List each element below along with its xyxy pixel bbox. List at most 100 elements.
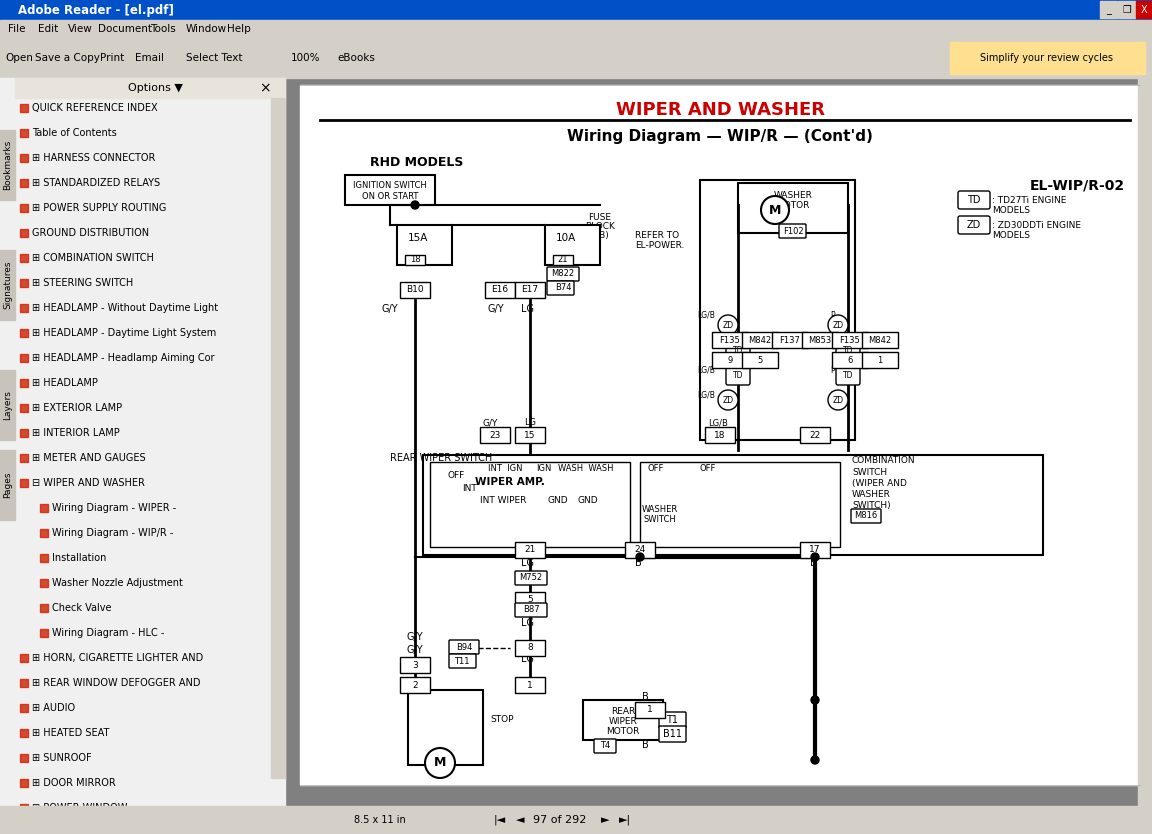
Text: ⊞ STEERING SWITCH: ⊞ STEERING SWITCH — [32, 278, 134, 288]
Text: 18: 18 — [410, 255, 420, 264]
FancyBboxPatch shape — [594, 739, 616, 753]
Text: 8.5 x 11 in: 8.5 x 11 in — [354, 815, 406, 825]
Text: M: M — [768, 203, 781, 217]
Bar — [1138, 78, 1152, 806]
FancyBboxPatch shape — [779, 224, 806, 238]
Text: REAR WIPER SWITCH: REAR WIPER SWITCH — [391, 453, 492, 463]
Bar — [0, 806, 1152, 834]
Text: EL-POWER.: EL-POWER. — [635, 241, 684, 250]
Text: Washer Nozzle Adjustment: Washer Nozzle Adjustment — [52, 578, 183, 588]
Text: MOVE: MOVE — [448, 716, 475, 725]
Bar — [20, 354, 28, 362]
Text: IGN: IGN — [536, 464, 552, 473]
Text: LG/B: LG/B — [708, 418, 728, 427]
Text: Check Valve: Check Valve — [52, 603, 112, 613]
Text: WASH  WASH: WASH WASH — [558, 464, 614, 473]
Text: COMBINATION: COMBINATION — [852, 455, 916, 465]
Bar — [40, 529, 48, 537]
Bar — [0, 370, 15, 440]
Text: Document: Document — [98, 24, 152, 34]
Text: Print: Print — [100, 53, 124, 63]
Bar — [344, 175, 435, 205]
Circle shape — [411, 201, 419, 209]
Bar — [20, 729, 28, 737]
Text: File: File — [8, 24, 25, 34]
Text: TD: TD — [968, 195, 980, 205]
Text: B10: B10 — [407, 285, 424, 294]
Bar — [515, 427, 545, 443]
Text: BLOCK: BLOCK — [585, 222, 615, 231]
Text: ⊞ DOOR MIRROR: ⊞ DOOR MIRROR — [32, 778, 115, 788]
Text: E17: E17 — [522, 285, 539, 294]
Text: Layers: Layers — [3, 390, 12, 420]
Text: ⊞ HORN, CIGARETTE LIGHTER AND: ⊞ HORN, CIGARETTE LIGHTER AND — [32, 653, 203, 663]
FancyBboxPatch shape — [836, 340, 861, 360]
Text: Open: Open — [5, 53, 33, 63]
Bar — [408, 690, 483, 765]
Text: ⊞ STANDARDIZED RELAYS: ⊞ STANDARDIZED RELAYS — [32, 178, 160, 188]
Text: WASHER: WASHER — [852, 490, 890, 499]
Bar — [397, 225, 452, 265]
Bar — [0, 250, 15, 320]
FancyBboxPatch shape — [958, 216, 990, 234]
Text: LG: LG — [521, 654, 533, 664]
Text: 6: 6 — [848, 355, 852, 364]
Text: 17: 17 — [809, 545, 820, 555]
Text: M842: M842 — [749, 335, 772, 344]
Text: Help: Help — [227, 24, 250, 34]
Bar — [300, 85, 1140, 785]
Bar — [20, 454, 28, 462]
Text: WIPER: WIPER — [608, 717, 637, 726]
Bar — [742, 352, 778, 368]
Text: E16: E16 — [492, 285, 508, 294]
Text: B87: B87 — [523, 605, 539, 615]
Circle shape — [811, 553, 819, 561]
Bar — [20, 204, 28, 212]
Bar — [20, 804, 28, 812]
Bar — [799, 542, 829, 558]
Text: Pages: Pages — [3, 472, 12, 498]
Bar — [271, 98, 285, 778]
Text: ►: ► — [600, 815, 609, 825]
FancyBboxPatch shape — [958, 191, 990, 209]
Text: GND: GND — [548, 495, 569, 505]
Text: MOTOR: MOTOR — [776, 200, 810, 209]
Bar — [635, 702, 665, 718]
Text: LG/B: LG/B — [697, 310, 715, 319]
Text: 97 of 292: 97 of 292 — [533, 815, 586, 825]
Bar — [285, 78, 1147, 806]
Text: G/Y: G/Y — [483, 418, 498, 427]
Text: TD: TD — [843, 345, 854, 354]
Text: 5: 5 — [757, 355, 763, 364]
Text: TD: TD — [733, 370, 743, 379]
Circle shape — [718, 315, 738, 335]
Bar — [0, 450, 15, 520]
FancyBboxPatch shape — [515, 571, 547, 585]
Bar — [802, 332, 838, 348]
Text: ZD: ZD — [833, 320, 843, 329]
Bar — [515, 640, 545, 656]
Text: 3: 3 — [412, 661, 418, 670]
Bar — [480, 427, 510, 443]
Text: Simplify your review cycles: Simplify your review cycles — [980, 53, 1114, 63]
Circle shape — [425, 748, 455, 778]
Text: LG/B: LG/B — [697, 390, 715, 399]
Bar — [0, 38, 1152, 78]
Bar — [20, 779, 28, 787]
Bar — [400, 282, 430, 298]
Text: ZD: ZD — [722, 320, 734, 329]
Text: IGNITION SWITCH: IGNITION SWITCH — [354, 180, 427, 189]
Text: LG/B: LG/B — [697, 365, 715, 374]
Text: Select Text: Select Text — [185, 53, 243, 63]
Text: T11: T11 — [454, 656, 470, 666]
Text: Window: Window — [185, 24, 227, 34]
Text: Wiring Diagram — WIP/R — (Cont'd): Wiring Diagram — WIP/R — (Cont'd) — [567, 128, 873, 143]
Text: M842: M842 — [869, 335, 892, 344]
Bar — [0, 130, 15, 200]
Text: B: B — [642, 692, 649, 702]
Text: OFF: OFF — [700, 464, 717, 473]
Bar — [20, 254, 28, 262]
Bar — [20, 154, 28, 162]
Bar — [772, 332, 808, 348]
Bar — [583, 700, 664, 740]
